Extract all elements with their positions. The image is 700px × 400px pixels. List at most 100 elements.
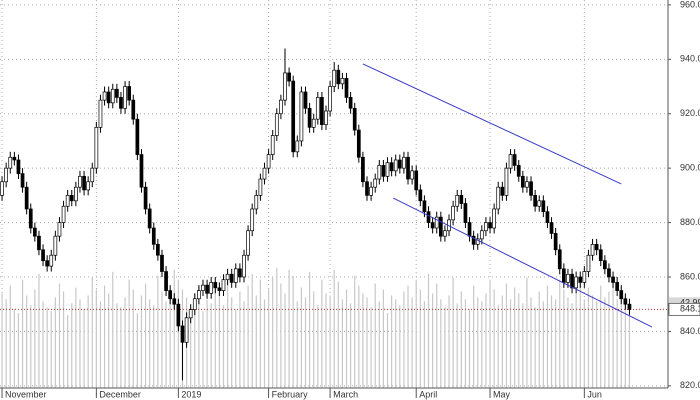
volume-bar	[38, 273, 40, 388]
volume-bar	[538, 291, 540, 388]
candle-body	[262, 167, 267, 180]
volume-bar	[46, 307, 48, 388]
volume-bar	[54, 297, 56, 388]
candle-body	[561, 268, 566, 283]
volume-bar	[567, 297, 569, 388]
candle-body	[8, 156, 13, 169]
candle-body	[623, 298, 628, 305]
candle-body	[78, 175, 82, 188]
volume-bar	[563, 289, 565, 388]
candle-body	[594, 243, 599, 251]
y-tick-label: 960.0	[680, 0, 700, 9]
volume-bar	[247, 285, 249, 388]
volume-bar	[309, 271, 311, 388]
candle-body	[225, 273, 230, 281]
x-tick-label: April	[419, 389, 437, 399]
volume-bar	[616, 299, 618, 388]
candle-body	[488, 222, 492, 229]
volume-bar	[214, 289, 216, 388]
volume-bar	[124, 297, 126, 388]
volume-bar	[600, 285, 602, 388]
candle-body	[287, 72, 291, 82]
candle-body	[283, 72, 287, 101]
candle-body	[205, 284, 209, 294]
candle-body	[98, 99, 103, 128]
candle-body	[213, 282, 218, 289]
candle-body	[397, 159, 402, 169]
volume-bar	[350, 303, 352, 388]
volume-bar	[485, 293, 487, 388]
candle-body	[24, 186, 29, 210]
candle-body	[307, 107, 312, 128]
volume-bar	[42, 301, 44, 388]
volume-bar	[300, 287, 302, 388]
candle-body	[598, 249, 603, 262]
volume-bar	[505, 283, 508, 388]
volume-bar	[468, 309, 471, 388]
candle-body	[537, 200, 542, 207]
candle-body	[361, 156, 365, 183]
volume-bar	[550, 295, 553, 388]
candle-body	[147, 208, 152, 229]
volume-bar	[522, 303, 524, 388]
candle-body	[336, 69, 341, 85]
volume-bar	[624, 295, 626, 388]
y-tick-label: 940.0	[680, 54, 700, 64]
candle-body	[209, 282, 214, 294]
volume-bar	[477, 297, 479, 388]
candle-body	[188, 309, 193, 319]
volume-bar	[5, 299, 7, 388]
volume-bar	[210, 303, 212, 388]
volume-bar	[251, 273, 253, 388]
candle-body	[65, 195, 70, 207]
volume-bar	[222, 305, 225, 388]
volume-bar	[34, 289, 36, 388]
candle-body	[33, 227, 37, 237]
candle-body	[352, 107, 357, 131]
volume-bar	[255, 295, 257, 388]
candle-body	[525, 181, 529, 188]
candle-body	[393, 159, 398, 172]
volume-bar	[612, 279, 614, 388]
volume-bar	[596, 301, 598, 388]
candle-body	[131, 99, 136, 120]
candle-body	[479, 230, 484, 240]
candle-body	[553, 233, 558, 251]
candle-body	[217, 287, 222, 291]
volume-bar	[83, 309, 85, 388]
candle-body	[356, 129, 361, 158]
candle-body	[115, 88, 119, 98]
volume-bar	[67, 315, 69, 388]
candle-body	[311, 118, 316, 128]
candle-body	[151, 227, 156, 245]
volume-bar	[280, 283, 282, 388]
candle-body	[90, 167, 95, 183]
y-tick-label: 860.0	[680, 271, 700, 281]
price-tag	[668, 302, 700, 316]
candle-body	[4, 167, 9, 183]
volume-bar	[288, 269, 290, 388]
volume-bar	[501, 295, 503, 388]
volume-bar	[427, 273, 430, 388]
candle-body	[61, 205, 66, 223]
volume-bar	[575, 293, 577, 388]
candle-body	[119, 97, 123, 109]
volume-bar	[194, 293, 196, 388]
volume-bar	[608, 291, 610, 388]
volume-bar	[231, 297, 233, 388]
volume-bar	[263, 299, 266, 388]
candle-body	[455, 195, 460, 207]
volume-bar	[362, 293, 364, 388]
volume-bar	[337, 281, 339, 388]
volume-bar	[370, 307, 372, 388]
volume-bar	[317, 305, 319, 388]
volume-bar	[267, 289, 270, 388]
volume-bar	[17, 313, 20, 388]
x-tick-label: February	[272, 389, 309, 399]
candle-body	[443, 230, 447, 237]
volume-bar	[13, 309, 15, 388]
volume-bar	[149, 299, 151, 388]
candle-body	[176, 303, 181, 327]
candle-body	[475, 238, 480, 245]
x-tick-label: December	[99, 389, 141, 399]
